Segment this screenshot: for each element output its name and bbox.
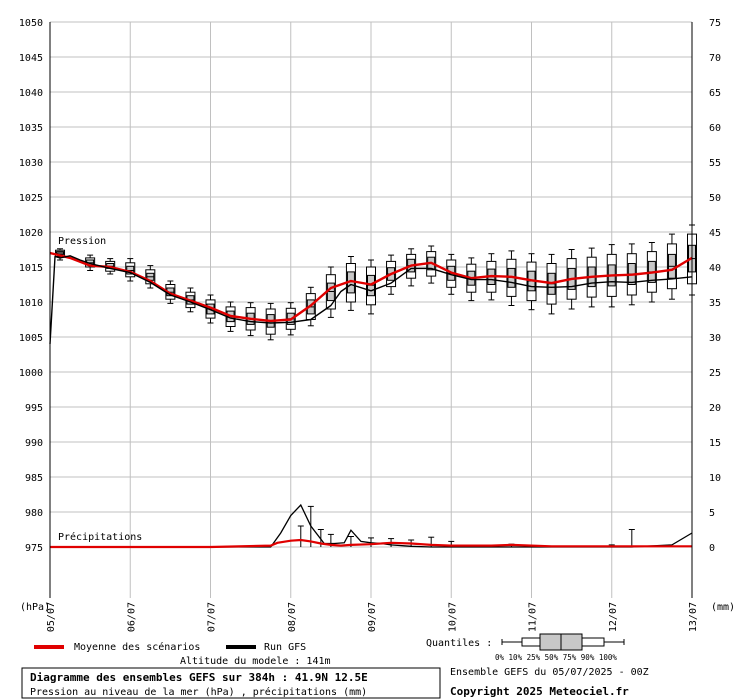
y-tick-label-left: 1040 [19, 88, 43, 99]
precipitation-label: Précipitations [58, 531, 142, 543]
y-tick-label-left: 1015 [19, 263, 43, 274]
y-tick-label-left: 1010 [19, 298, 43, 309]
y-tick-label-right: 55 [709, 158, 721, 169]
y-tick-label-left: 1030 [19, 158, 43, 169]
run-info: Ensemble GEFS du 05/07/2025 - 00Z [450, 667, 649, 678]
copyright: Copyright 2025 Meteociel.fr [450, 685, 629, 698]
y-tick-label-right: 20 [709, 403, 721, 414]
y-tick-label-left: 1020 [19, 228, 43, 239]
quantiles-label: Quantiles : [426, 638, 492, 649]
pressure-lines [49, 251, 693, 345]
y-tick-label-left: 1050 [19, 18, 43, 29]
quantiles-ticks: 0% 10% 25% 50% 75% 90% 100% [495, 653, 617, 662]
chart-title: Diagramme des ensembles GEFS sur 384h : … [30, 671, 368, 684]
pressure-run-line [49, 255, 693, 345]
x-tick-label: 09/07 [367, 602, 378, 632]
y-tick-label-right: 0 [709, 543, 715, 554]
y-tick-label-left: 985 [25, 473, 43, 484]
y-tick-label-left: 980 [25, 508, 43, 519]
title-box [21, 667, 441, 699]
y-tick-label-left: 1045 [19, 53, 43, 64]
x-tick-label: 12/07 [608, 602, 619, 632]
y-tick-label-right: 35 [709, 298, 721, 309]
y-tick-label-left: 990 [25, 438, 43, 449]
x-tick-label: 05/07 [46, 602, 57, 632]
y-tick-label-right: 60 [709, 123, 721, 134]
y-tick-label-left: 975 [25, 543, 43, 554]
x-tick-label: 08/07 [287, 602, 298, 632]
y-tick-label-right: 10 [709, 473, 721, 484]
x-tick-label: 10/07 [447, 602, 458, 632]
chart-subtitle: Pression au niveau de la mer (hPa) , pré… [30, 686, 367, 698]
precip-mean-line [50, 538, 692, 549]
legend-mean-label: Moyenne des scénarios [74, 641, 200, 653]
y-tick-label-right: 30 [709, 333, 721, 344]
y-tick-label-left: 1000 [19, 368, 43, 379]
y-tick-label-left: 1025 [19, 193, 43, 204]
x-tick-label: 13/07 [688, 602, 699, 632]
left-axis-unit: (hPa) [20, 602, 50, 613]
y-tick-label-left: 995 [25, 403, 43, 414]
y-tick-label-right: 50 [709, 193, 721, 204]
pressure-label: Pression [58, 236, 106, 247]
y-tick-label-right: 25 [709, 368, 721, 379]
legend-run-label: Run GFS [264, 642, 306, 653]
y-tick-label-right: 15 [709, 438, 721, 449]
right-axis-unit: (mm) [711, 602, 735, 613]
x-tick-label: 07/07 [207, 602, 218, 632]
quantiles-key-icon [501, 633, 625, 651]
altitude-label: Altitude du modele : 141m [180, 656, 331, 667]
y-tick-label-right: 40 [709, 263, 721, 274]
y-tick-label-right: 45 [709, 228, 721, 239]
y-tick-label-left: 1035 [19, 123, 43, 134]
x-tick-label: 11/07 [528, 602, 539, 632]
y-tick-label-left: 1005 [19, 333, 43, 344]
y-tick-label-right: 70 [709, 53, 721, 64]
y-tick-label-right: 5 [709, 508, 715, 519]
legend: Moyenne des scénarios Run GFS Quantiles … [34, 633, 625, 662]
precipitation-layer [50, 503, 693, 549]
x-tick-label: 06/07 [126, 602, 137, 632]
y-tick-label-right: 65 [709, 88, 721, 99]
pressure-mean-line [49, 251, 693, 323]
axes: 1050104510401035103010251020101510101005… [19, 18, 721, 632]
y-tick-label-right: 75 [709, 18, 721, 29]
